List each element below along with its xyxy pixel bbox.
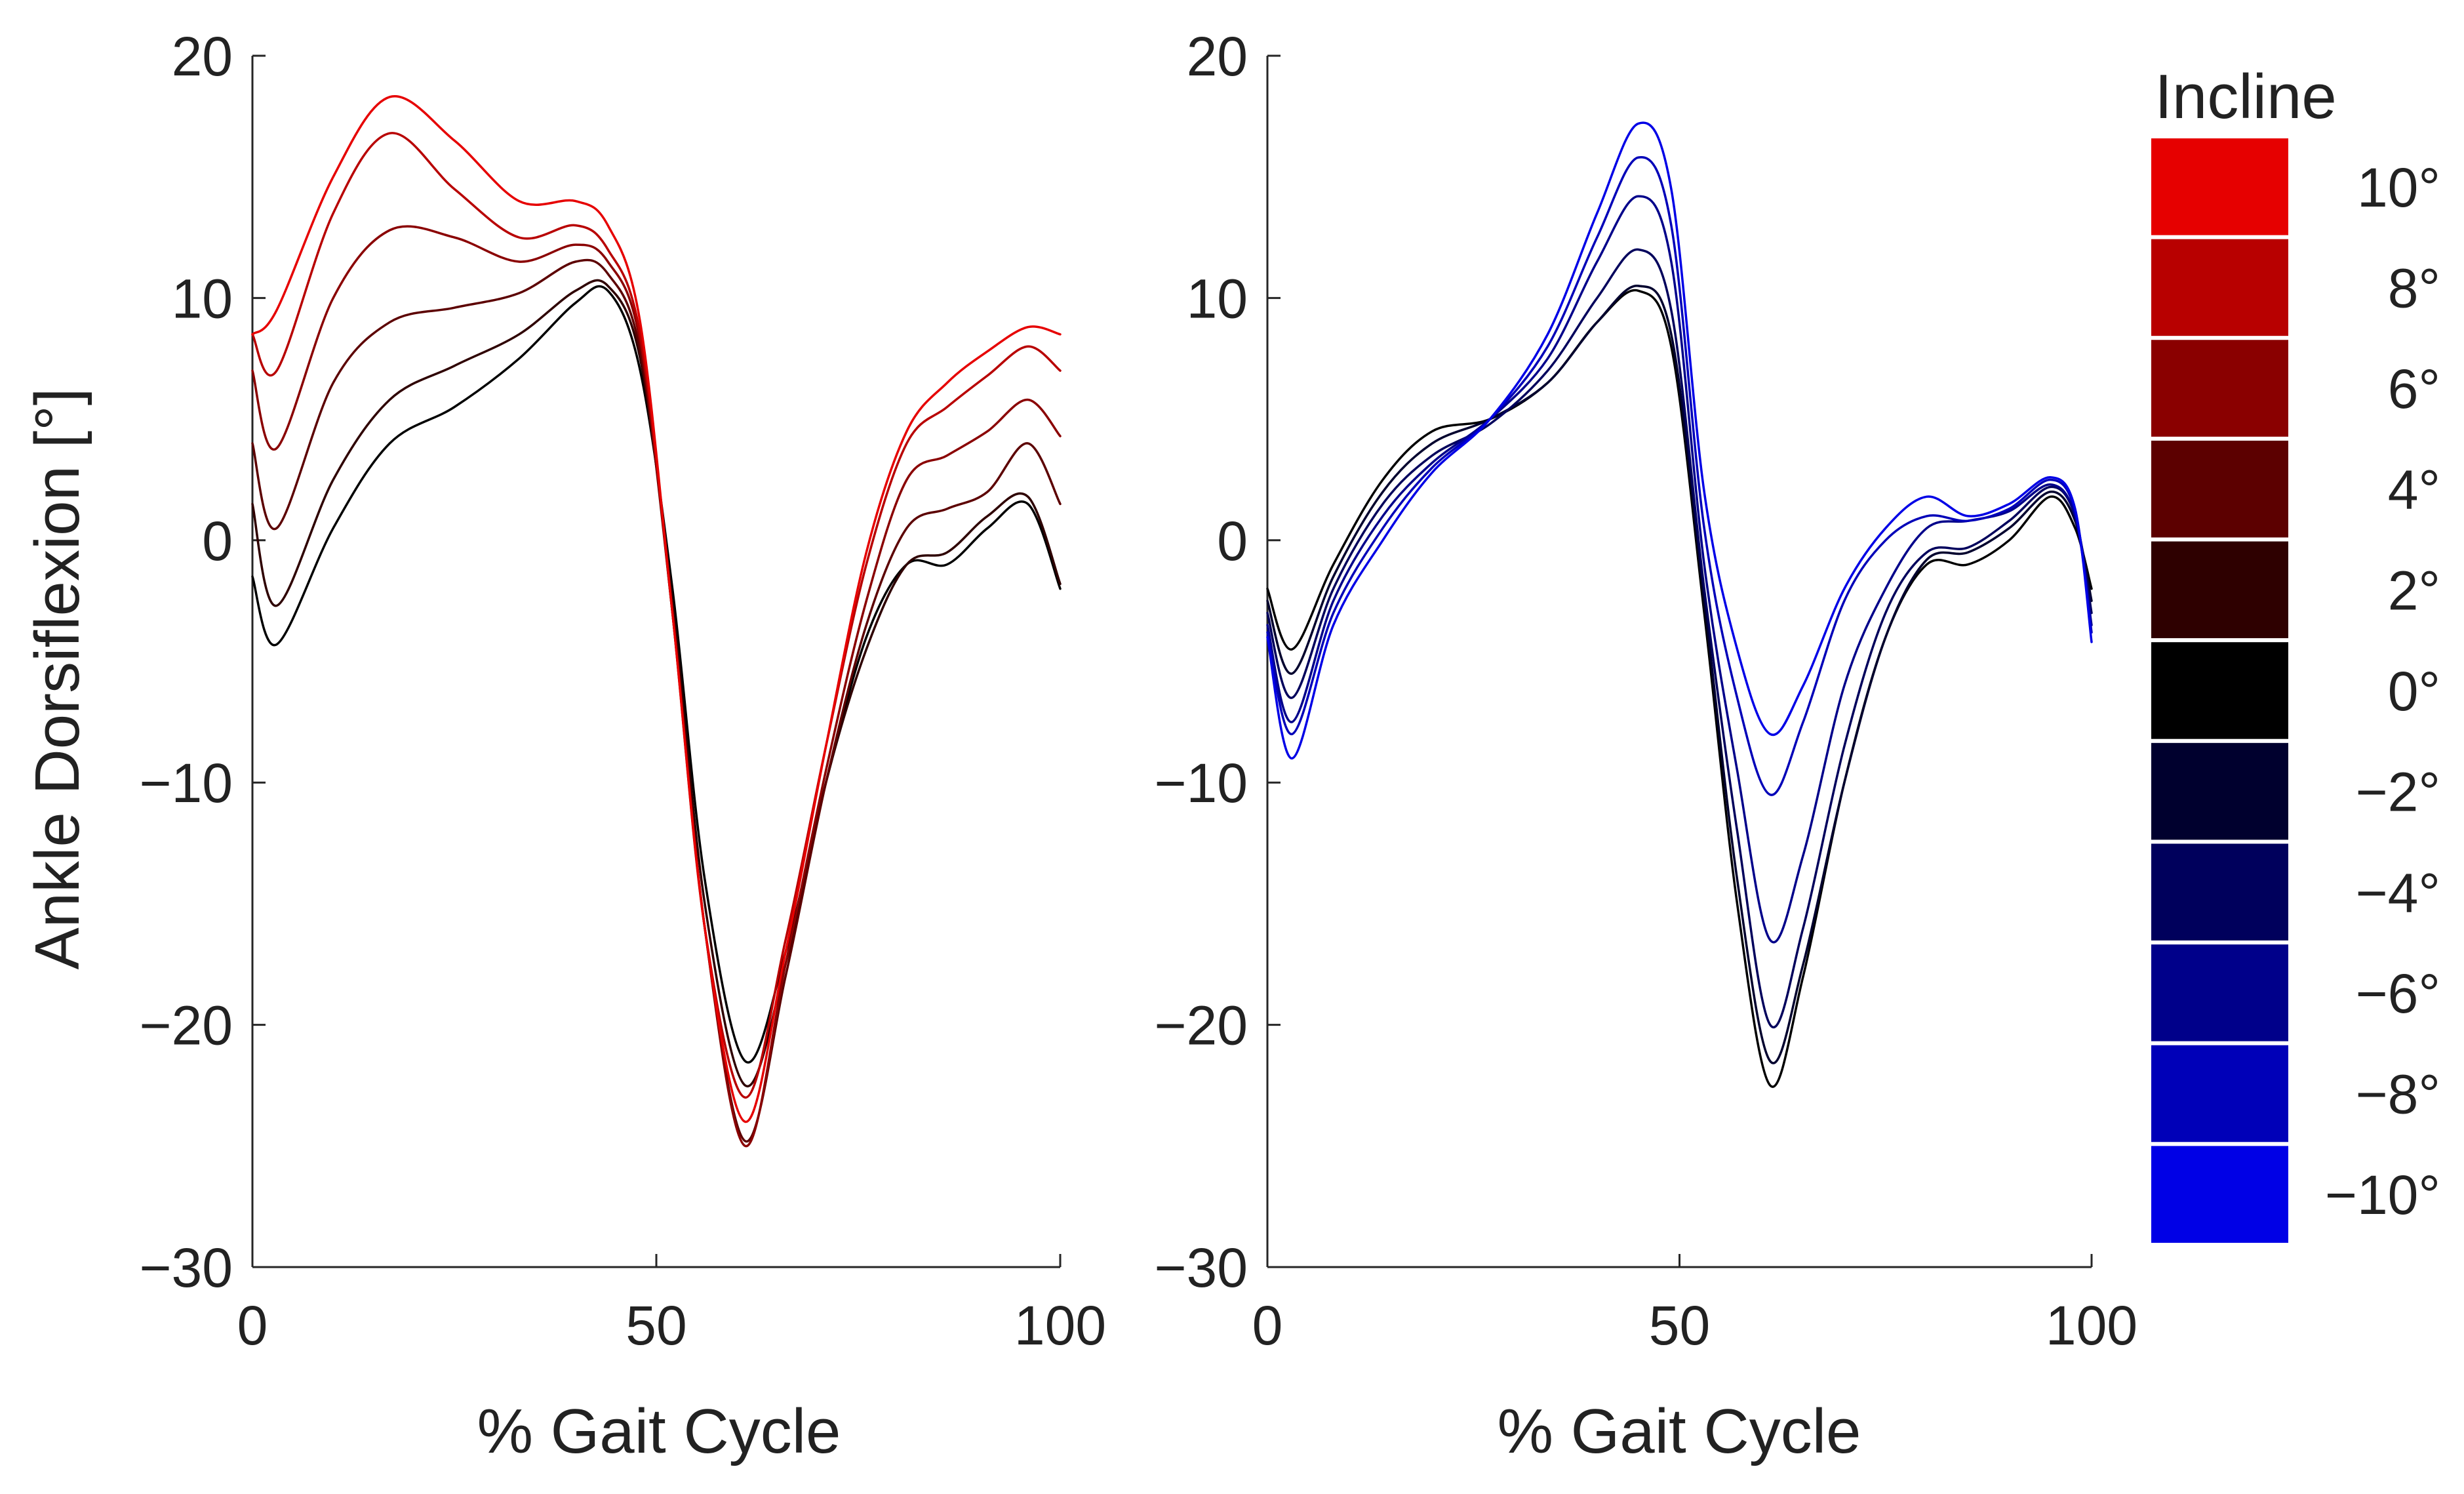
left-series-line <box>251 279 1062 1088</box>
right-y-tick-label: 0 <box>1217 510 1248 572</box>
right-series-line <box>1266 155 2093 796</box>
left-panel: −30 −20 −10 0 10 20 0 50 100 <box>140 26 1107 1356</box>
left-series-line <box>251 258 1062 1143</box>
left-y-tick-label: −10 <box>140 752 233 814</box>
left-y-axis-label: Ankle Dorsiflexion [°] <box>22 388 92 970</box>
left-x-tick-label: 100 <box>1014 1295 1106 1356</box>
left-x-axis-label: % Gait Cycle <box>477 1396 841 1466</box>
colorbar-tick-label: −6° <box>2356 963 2440 1024</box>
colorbar-swatch <box>2147 537 2292 643</box>
colorbar-swatch <box>2147 235 2292 340</box>
colorbar-swatch <box>2147 1142 2292 1247</box>
left-y-tick-label: 10 <box>172 268 233 329</box>
right-panel: −30 −20 −10 0 10 20 0 50 100 <box>1155 26 2138 1356</box>
left-x-tick-label: 50 <box>626 1295 686 1356</box>
left-series-line <box>251 285 1062 1064</box>
left-x-tick-label: 0 <box>237 1295 268 1356</box>
left-y-tick-label: 20 <box>172 26 233 87</box>
right-x-tick-label: 0 <box>1252 1295 1283 1356</box>
left-y-tick-label: −20 <box>140 995 233 1057</box>
right-series-line <box>1266 285 2093 1064</box>
colorbar-swatch <box>2147 738 2292 844</box>
colorbar-tick-label: 4° <box>2388 459 2440 521</box>
left-y-tick-label: 0 <box>202 510 233 572</box>
right-y-tick-label: −30 <box>1155 1237 1248 1299</box>
colorbar-tick-label: 6° <box>2388 358 2440 420</box>
colorbar-tick-label: −4° <box>2356 862 2440 923</box>
colorbar-swatch <box>2147 638 2292 743</box>
colorbar-tick-label: 10° <box>2357 157 2440 218</box>
colorbar-swatch <box>2147 1041 2292 1146</box>
colorbar-tick-label: 2° <box>2388 559 2440 621</box>
colorbar-swatch <box>2147 436 2292 542</box>
colorbar-swatch <box>2147 940 2292 1045</box>
right-y-tick-label: 10 <box>1187 268 1248 329</box>
left-series-line <box>251 225 1062 1148</box>
right-y-tick-label: −10 <box>1155 752 1248 814</box>
colorbar-title: Incline <box>2155 62 2337 132</box>
left-series-line <box>251 132 1062 1099</box>
right-y-tick-label: −20 <box>1155 995 1248 1057</box>
colorbar-tick-label: 0° <box>2388 660 2440 722</box>
right-series-line <box>1266 195 2093 944</box>
colorbar-swatch <box>2147 134 2292 239</box>
colorbar-swatch <box>2147 839 2292 945</box>
left-series-line <box>251 94 1062 1123</box>
right-x-axis-label: % Gait Cycle <box>1498 1396 1861 1466</box>
right-series-line <box>1266 248 2093 1028</box>
right-y-tick-label: 20 <box>1187 26 1248 87</box>
colorbar-tick-label: −8° <box>2356 1064 2440 1125</box>
right-series-line <box>1266 289 2093 1088</box>
right-series-line <box>1266 121 2093 760</box>
colorbar-tick-label: 8° <box>2388 257 2440 319</box>
colorbar-legend: 10° 8° 6° 4° 2° 0° −2° −4° −6° −8° −10° <box>2147 134 2440 1247</box>
colorbar-tick-label: −10° <box>2325 1164 2440 1226</box>
right-x-tick-label: 100 <box>2046 1295 2137 1356</box>
right-x-tick-label: 50 <box>1649 1295 1710 1356</box>
colorbar-swatch <box>2147 336 2292 441</box>
left-y-tick-label: −30 <box>140 1237 233 1299</box>
colorbar-tick-label: −2° <box>2356 761 2440 823</box>
